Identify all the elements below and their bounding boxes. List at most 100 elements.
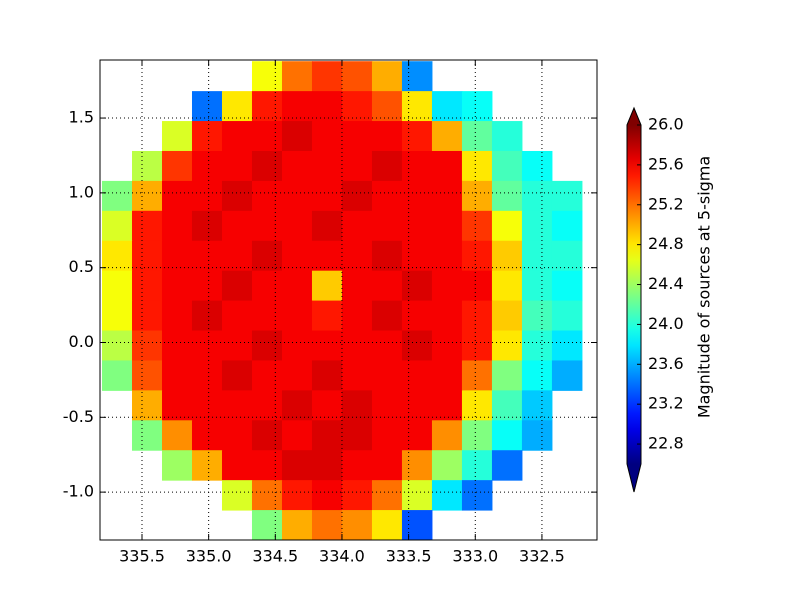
- heatmap-cell: [161, 180, 193, 212]
- heatmap-cell: [311, 300, 343, 332]
- heatmap-cell: [491, 300, 523, 332]
- heatmap-cell: [191, 270, 223, 302]
- heatmap-cell: [461, 240, 493, 272]
- heatmap-cell: [521, 270, 553, 302]
- heatmap-cell: [371, 360, 403, 391]
- heatmap-cell: [161, 270, 193, 302]
- heatmap-cell: [101, 180, 133, 212]
- colorbar-label: Magnitude of sources at 5-sigma: [695, 156, 714, 418]
- heatmap-cell: [191, 330, 223, 361]
- heatmap-cell: [131, 240, 163, 272]
- heatmap-cell: [401, 180, 433, 212]
- heatmap-cell: [281, 480, 313, 511]
- heatmap: [101, 61, 583, 540]
- heatmap-cell: [491, 210, 523, 242]
- y-tick-label: 1.5: [69, 108, 94, 127]
- colorbar-tick-label: 23.2: [648, 394, 684, 413]
- x-tick-label: 332.5: [519, 547, 565, 566]
- colorbar-tick-label: 24.4: [648, 274, 684, 293]
- x-tick-label: 335.5: [119, 547, 165, 566]
- heatmap-cell: [431, 420, 463, 451]
- heatmap-cell: [371, 210, 403, 242]
- x-tick-label: 334.0: [319, 547, 365, 566]
- colorbar-tick-label: 23.6: [648, 354, 684, 373]
- heatmap-cell: [491, 121, 523, 152]
- heatmap-cell: [161, 240, 193, 272]
- heatmap-cell: [371, 240, 403, 272]
- heatmap-cell: [491, 180, 523, 212]
- heatmap-cell: [281, 450, 313, 481]
- heatmap-cell: [491, 450, 523, 481]
- heatmap-cell: [311, 61, 343, 92]
- heatmap-cell: [461, 360, 493, 391]
- heatmap-cell: [191, 360, 223, 391]
- heatmap-cell: [221, 450, 253, 481]
- heatmap-cell: [281, 330, 313, 361]
- heatmap-cell: [131, 420, 163, 451]
- heatmap-cell: [311, 360, 343, 391]
- heatmap-cell: [401, 150, 433, 182]
- heatmap-cell: [161, 150, 193, 182]
- heatmap-cell: [431, 450, 463, 481]
- heatmap-cell: [491, 390, 523, 421]
- heatmap-cell: [371, 450, 403, 481]
- heatmap-cell: [491, 150, 523, 182]
- heatmap-cell: [341, 91, 373, 122]
- heatmap-cell: [191, 390, 223, 421]
- heatmap-cell: [371, 510, 403, 540]
- heatmap-cell: [461, 450, 493, 481]
- heatmap-cell: [281, 390, 313, 421]
- heatmap-cell: [221, 330, 253, 361]
- heatmap-cell: [371, 480, 403, 511]
- heatmap-cell: [251, 150, 283, 182]
- heatmap-cell: [461, 480, 493, 511]
- heatmap-cell: [161, 390, 193, 421]
- heatmap-cell: [461, 330, 493, 361]
- heatmap-cell: [161, 121, 193, 152]
- heatmap-cell: [251, 390, 283, 421]
- heatmap-cell: [371, 180, 403, 212]
- plot-frame: [99, 59, 598, 541]
- heatmap-cell: [251, 300, 283, 332]
- heatmap-cell: [371, 121, 403, 152]
- x-tick-label: 334.5: [252, 547, 298, 566]
- heatmap-cell: [311, 91, 343, 122]
- heatmap-cell: [521, 420, 553, 451]
- heatmap-cell: [491, 420, 523, 451]
- heatmap-cell: [281, 360, 313, 391]
- heatmap-cell: [521, 330, 553, 361]
- heatmap-cell: [311, 121, 343, 152]
- y-tick-label: -1.0: [63, 482, 94, 501]
- x-tick-label: 333.0: [452, 547, 498, 566]
- heatmap-cell: [341, 360, 373, 391]
- heatmap-cell: [251, 510, 283, 540]
- heatmap-cell: [401, 240, 433, 272]
- heatmap-cell: [461, 150, 493, 182]
- heatmap-cell: [401, 390, 433, 421]
- heatmap-cell: [491, 240, 523, 272]
- heatmap-cell: [461, 270, 493, 302]
- heatmap-cell: [341, 480, 373, 511]
- heatmap-cell: [251, 360, 283, 391]
- heatmap-cell: [251, 240, 283, 272]
- heatmap-cell: [461, 121, 493, 152]
- heatmap-cell: [401, 91, 433, 122]
- heatmap-cell: [491, 360, 523, 391]
- heatmap-cell: [551, 300, 583, 332]
- heatmap-cell: [341, 270, 373, 302]
- heatmap-cell: [551, 240, 583, 272]
- colorbar-tick-label: 25.2: [648, 194, 684, 213]
- heatmap-cell: [131, 300, 163, 332]
- heatmap-cell: [341, 420, 373, 451]
- heatmap-cell: [401, 121, 433, 152]
- heatmap-cell: [461, 91, 493, 122]
- heatmap-cell: [491, 270, 523, 302]
- heatmap-cell: [131, 330, 163, 361]
- heatmap-cell: [401, 510, 433, 540]
- heatmap-cell: [461, 180, 493, 212]
- heatmap-cell: [161, 360, 193, 391]
- heatmap-cell: [281, 270, 313, 302]
- heatmap-cell: [401, 420, 433, 451]
- heatmap-cell: [401, 330, 433, 361]
